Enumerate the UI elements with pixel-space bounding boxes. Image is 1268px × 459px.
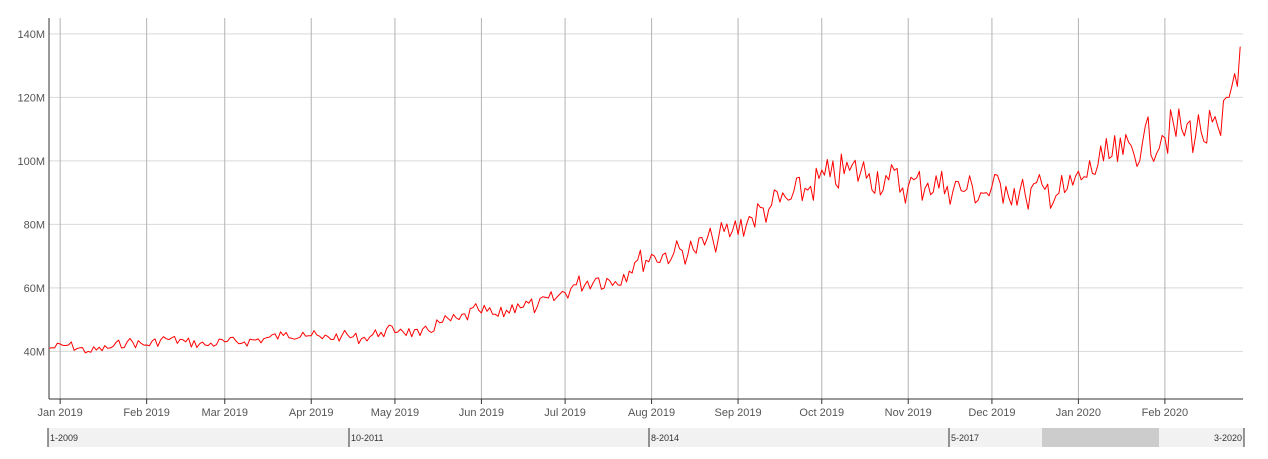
x-tick-label: Jul 2019: [544, 407, 586, 419]
x-gridlines: [59, 18, 1166, 404]
y-tick-label: 120M: [17, 92, 45, 104]
x-axis-tick-labels: Jan 2019 Feb 2019 Mar 2019 Apr 2019 May 2019…: [38, 407, 1189, 419]
navigator-selection[interactable]: [1042, 428, 1159, 447]
y-tick-label: 80M: [24, 219, 45, 231]
x-tick-label: Nov 2019: [885, 407, 932, 419]
range-navigator[interactable]: 1-2009 10-2011 8-2014 5-2017 3-2020: [47, 428, 1245, 447]
y-tick-label: 40M: [24, 346, 45, 358]
navigator-track: [48, 428, 1244, 447]
navigator-label: 3-2020: [1214, 433, 1242, 443]
y-tick-label: 60M: [24, 283, 45, 295]
navigator-label: 8-2014: [651, 433, 679, 443]
navigator-labels: 1-2009 10-2011 8-2014 5-2017 3-2020: [47, 428, 1245, 447]
x-tick-label: Jan 2020: [1056, 407, 1101, 419]
x-tick-label: Sep 2019: [715, 407, 762, 419]
x-tick-label: Aug 2019: [628, 407, 675, 419]
x-tick-label: Dec 2019: [968, 407, 1015, 419]
y-tick-label: 100M: [17, 156, 45, 168]
x-tick-label: Feb 2019: [123, 407, 169, 419]
series-line: [48, 46, 1241, 354]
x-tick-label: Apr 2019: [289, 407, 334, 419]
y-tick-label: 140M: [17, 29, 45, 41]
navigator-label: 1-2009: [50, 433, 78, 443]
x-tick-label: Mar 2019: [202, 407, 248, 419]
gridlines: [49, 33, 1243, 352]
x-tick-label: Jun 2019: [459, 407, 504, 419]
y-axis-tick-labels: 40M 60M 80M 100M 120M 140M: [17, 29, 45, 359]
axes: [48, 18, 1243, 400]
series-group: [48, 46, 1241, 354]
x-tick-label: Oct 2019: [799, 407, 844, 419]
navigator-label: 5-2017: [951, 433, 979, 443]
navigator-label: 10-2011: [351, 433, 383, 443]
x-tick-label: Feb 2020: [1142, 407, 1188, 419]
x-tick-label: Jan 2019: [38, 407, 83, 419]
x-tick-label: May 2019: [371, 407, 419, 419]
